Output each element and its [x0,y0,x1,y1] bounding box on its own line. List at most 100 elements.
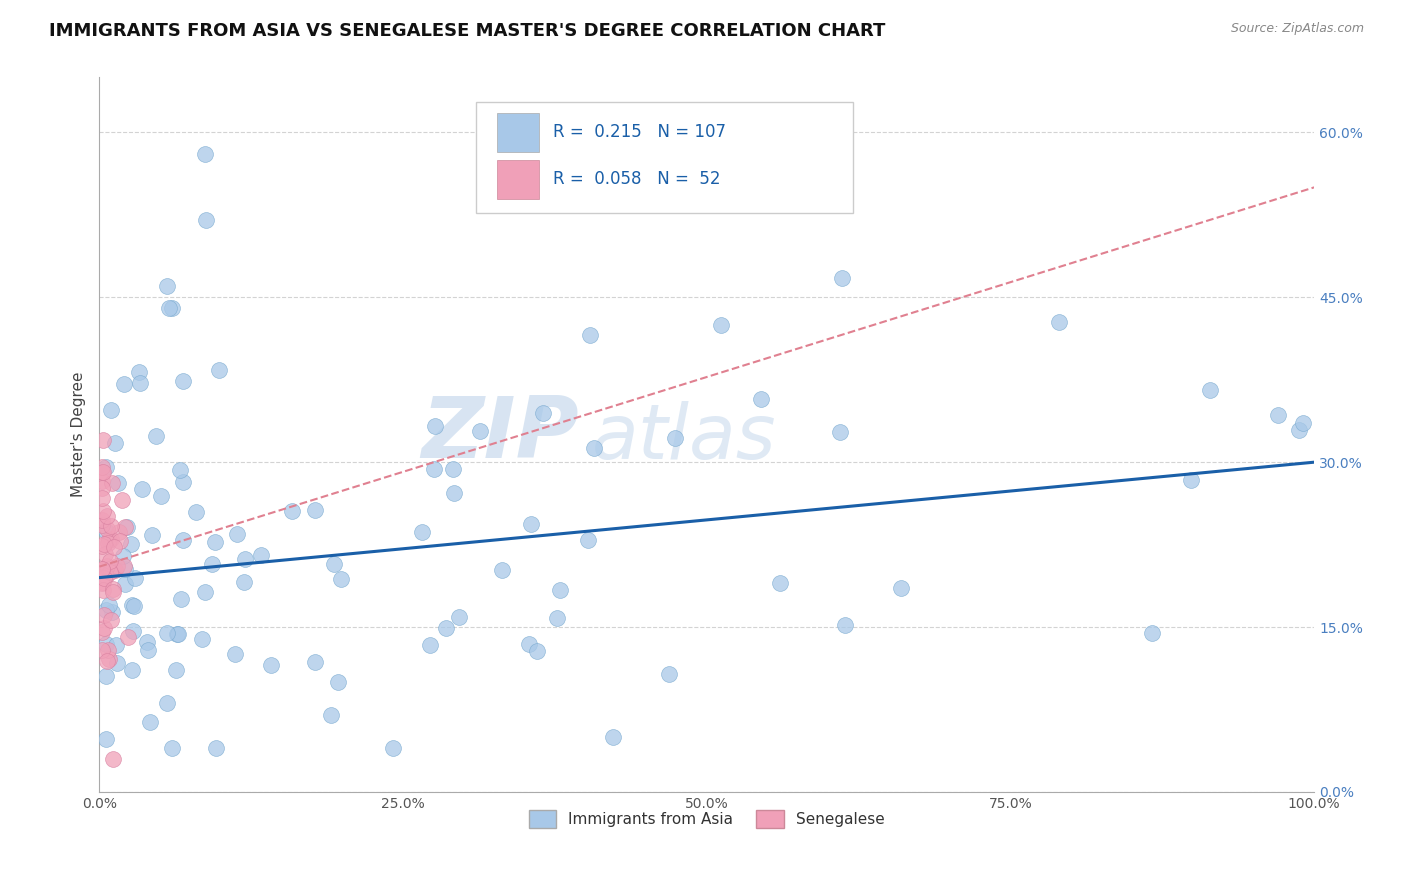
Point [831,270,853,285]
Point [156,279,179,293]
Point [225,526,247,541]
Point [1142,625,1164,640]
Point [381,741,404,756]
Point [124,571,146,585]
Point [411,524,433,539]
Point [329,572,352,586]
Point [602,730,624,744]
Point [548,582,571,597]
Point [1288,423,1310,437]
Point [94,524,117,538]
Point [90,491,112,505]
Point [304,503,326,517]
Point [323,557,346,571]
Point [576,533,599,548]
Point [97,651,120,665]
Point [434,621,457,635]
Point [107,475,129,490]
Point [97,642,120,657]
Point [583,441,606,455]
Point [111,549,134,563]
Point [249,548,271,562]
Point [114,519,136,533]
Point [112,559,135,574]
Point [828,425,851,440]
Point [205,741,228,756]
Point [749,392,772,406]
Point [117,630,139,644]
Point [96,558,118,573]
Point [184,505,207,519]
Text: Source: ZipAtlas.com: Source: ZipAtlas.com [1230,22,1364,36]
Point [425,419,447,434]
Point [1180,473,1202,487]
Point [769,576,792,591]
Point [94,563,117,577]
Point [172,374,194,388]
Point [105,656,128,670]
Point [91,433,114,447]
Point [166,627,188,641]
Point [162,741,184,756]
Point [103,584,125,599]
Point [546,610,568,624]
Point [90,624,112,639]
Point [658,666,681,681]
Point [149,489,172,503]
Point [172,475,194,489]
Point [108,534,131,549]
Point [120,537,142,551]
Point [224,647,246,661]
Point [90,475,112,489]
Point [94,603,117,617]
Point [114,576,136,591]
Text: atlas: atlas [592,401,776,475]
Point [91,465,114,479]
Point [94,569,117,583]
Point [546,180,568,194]
Point [91,465,114,479]
Point [131,482,153,496]
Point [156,696,179,710]
Point [259,657,281,672]
Point [122,599,145,614]
Point [93,621,115,635]
Y-axis label: Master's Degree: Master's Degree [72,372,86,498]
Point [710,318,733,333]
Point [103,540,125,554]
Point [94,732,117,747]
Point [111,493,134,508]
Point [93,571,115,585]
Point [172,533,194,548]
Point [304,655,326,669]
Point [94,460,117,475]
Point [112,377,135,392]
Point [194,213,217,227]
Point [96,654,118,668]
Point [97,536,120,550]
Point [166,627,188,641]
Point [129,376,152,390]
Point [121,624,143,638]
Point [194,147,217,161]
Point [90,518,112,533]
Point [232,575,254,590]
Point [468,425,491,439]
Point [441,462,464,476]
Text: R =  0.058   N =  52: R = 0.058 N = 52 [553,169,720,188]
Point [96,522,118,536]
Point [145,429,167,443]
Point [101,752,124,766]
Point [100,554,122,568]
Point [91,504,114,518]
Bar [496,113,538,153]
FancyBboxPatch shape [477,103,852,213]
Text: R =  0.215   N = 107: R = 0.215 N = 107 [553,123,725,141]
Point [449,610,471,624]
Text: ZIP: ZIP [422,393,579,476]
Point [1267,409,1289,423]
Point [94,547,117,561]
Point [170,591,193,606]
Point [517,637,540,651]
Point [194,584,217,599]
